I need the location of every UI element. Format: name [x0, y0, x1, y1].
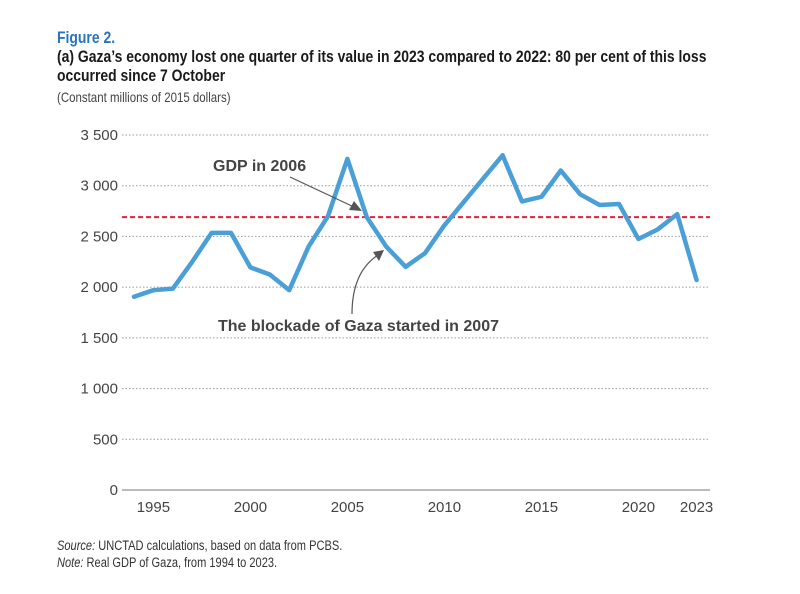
- source-label: Source:: [57, 538, 96, 553]
- annotation-gdp-2006: GDP in 2006: [213, 158, 362, 211]
- annotation-arrow: [351, 254, 379, 315]
- annotation-blockade: The blockade of Gaza started in 2007: [218, 250, 499, 335]
- x-tick-label: 2023: [680, 499, 713, 516]
- annotation-gdp-2006-label: GDP in 2006: [213, 158, 306, 175]
- x-tick-label: 2015: [525, 499, 558, 516]
- gdp-series-line: [131, 153, 699, 300]
- y-tick-label: 0: [110, 482, 118, 499]
- x-tick-label: 2010: [428, 499, 461, 516]
- y-tick-label: 1 000: [80, 381, 118, 398]
- y-axis-units: (Constant millions of 2015 dollars): [57, 89, 231, 105]
- y-tick-label: 1 500: [80, 330, 118, 347]
- y-tick-label: 2 000: [80, 279, 118, 296]
- arrowhead-icon: [349, 201, 362, 211]
- chart-title-line-2: occurred since 7 October: [57, 66, 226, 85]
- x-tick-label: 2000: [234, 499, 267, 516]
- note-text: Real GDP of Gaza, from 1994 to 2023.: [83, 555, 278, 570]
- chart-title: (a) Gaza’s economy lost one quarter of i…: [57, 47, 706, 85]
- annotation-blockade-label: The blockade of Gaza started in 2007: [218, 318, 499, 335]
- x-tick-label: 2020: [622, 499, 655, 516]
- annotation-arrow: [289, 176, 355, 208]
- note-line: Note: Real GDP of Gaza, from 1994 to 202…: [57, 554, 342, 571]
- figure-label: Figure 2.: [57, 28, 116, 47]
- y-tick-label: 3 000: [80, 178, 118, 195]
- source-line: Source: UNCTAD calculations, based on da…: [57, 537, 342, 554]
- x-tick-label: 2005: [331, 499, 364, 516]
- note-label: Note:: [57, 555, 84, 570]
- y-tick-label: 3 500: [80, 127, 118, 144]
- y-tick-label: 2 500: [80, 228, 118, 245]
- x-tick-label: 1995: [137, 499, 170, 516]
- arrowhead-icon: [373, 250, 384, 261]
- source-text: UNCTAD calculations, based on data from …: [95, 538, 343, 553]
- y-tick-label: 500: [93, 431, 118, 448]
- chart-title-line-1: (a) Gaza’s economy lost one quarter of i…: [57, 47, 707, 66]
- source-note: Source: UNCTAD calculations, based on da…: [57, 537, 342, 571]
